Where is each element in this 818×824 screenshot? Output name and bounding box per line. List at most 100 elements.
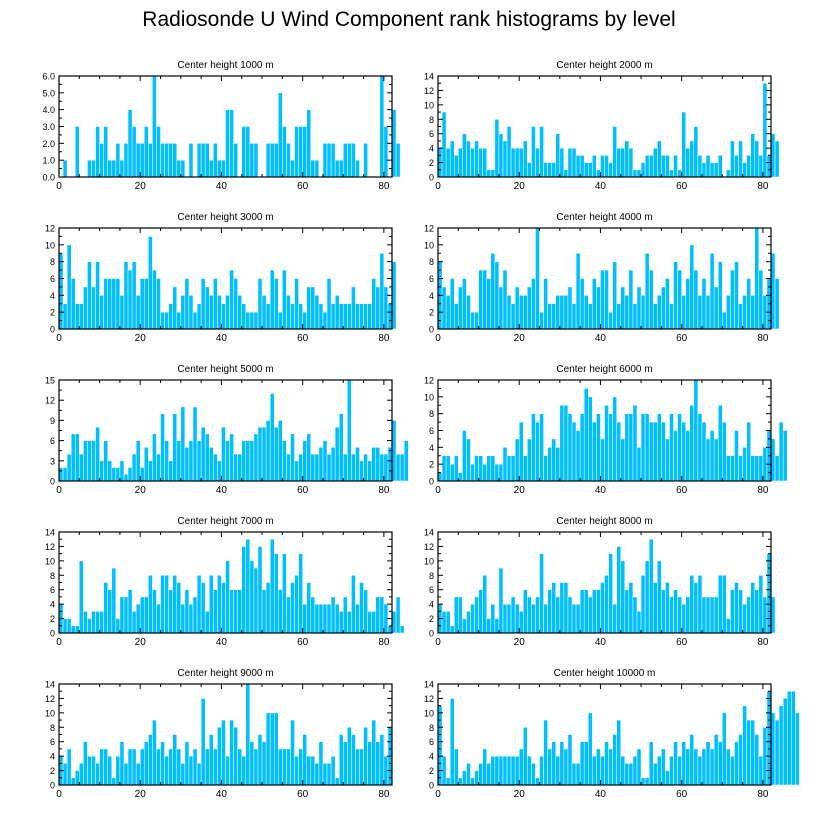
histogram-bar bbox=[269, 712, 275, 786]
histogram-bar bbox=[318, 603, 324, 634]
histogram-bar bbox=[334, 777, 340, 786]
histogram-bar bbox=[363, 727, 368, 786]
histogram-bar bbox=[575, 430, 581, 482]
histogram-bar bbox=[632, 405, 638, 482]
histogram-bar bbox=[555, 755, 561, 786]
histogram-bar bbox=[665, 438, 670, 482]
histogram-bar bbox=[453, 748, 459, 786]
histogram-bar bbox=[754, 734, 760, 786]
histogram-bar bbox=[742, 295, 747, 330]
histogram-bar bbox=[399, 453, 405, 482]
histogram-bar bbox=[697, 155, 703, 178]
histogram-bar bbox=[253, 143, 259, 178]
histogram-bar bbox=[559, 295, 565, 330]
histogram-bar bbox=[563, 582, 569, 634]
histogram-bar bbox=[359, 460, 364, 482]
histogram-bar bbox=[750, 455, 756, 482]
histogram-bar bbox=[449, 625, 455, 634]
x-tick-label: 0 bbox=[56, 181, 62, 192]
histogram-bar bbox=[188, 143, 194, 178]
histogram-bar bbox=[592, 589, 597, 634]
histogram-bar bbox=[608, 748, 613, 786]
histogram-bar bbox=[441, 455, 447, 482]
histogram-bar bbox=[681, 741, 686, 786]
histogram-bar bbox=[144, 278, 149, 330]
panel-title: Center height 3000 m bbox=[177, 212, 273, 223]
histogram-bar bbox=[713, 734, 719, 786]
histogram-bar bbox=[490, 169, 496, 178]
histogram-bar bbox=[351, 453, 356, 482]
histogram-bar bbox=[221, 582, 226, 634]
histogram-bar bbox=[531, 413, 536, 482]
histogram-bar bbox=[95, 261, 100, 330]
histogram-bar bbox=[596, 169, 601, 178]
histogram-bar bbox=[632, 169, 638, 178]
histogram-bar bbox=[514, 603, 520, 634]
histogram-bar bbox=[192, 748, 198, 786]
histogram-bar bbox=[742, 603, 747, 634]
histogram-bar bbox=[318, 303, 324, 330]
histogram-bar bbox=[539, 126, 544, 178]
histogram-bar bbox=[669, 413, 674, 482]
histogram-bar bbox=[115, 278, 121, 330]
histogram-bar bbox=[474, 770, 479, 786]
histogram-bar bbox=[453, 155, 459, 178]
histogram-bar bbox=[355, 603, 360, 634]
histogram-bar bbox=[62, 467, 68, 482]
histogram-bar bbox=[326, 763, 332, 786]
histogram-bar bbox=[730, 269, 735, 330]
histogram-bar bbox=[523, 455, 528, 482]
histogram-bar bbox=[286, 143, 291, 178]
histogram-bar bbox=[245, 126, 251, 178]
histogram-bar bbox=[523, 140, 528, 178]
histogram-bar bbox=[535, 421, 540, 482]
histogram-bar bbox=[334, 603, 340, 634]
histogram-bar bbox=[722, 421, 727, 482]
y-tick-label: 6 bbox=[50, 274, 55, 284]
histogram-bar bbox=[640, 777, 646, 786]
histogram-bar bbox=[363, 589, 368, 634]
histogram-bar bbox=[74, 126, 80, 178]
y-tick-label: 12 bbox=[45, 396, 55, 406]
histogram-bar bbox=[403, 440, 409, 482]
x-tick-label: 60 bbox=[297, 637, 309, 648]
histogram-bar bbox=[387, 625, 393, 634]
histogram-bar bbox=[172, 413, 178, 482]
y-tick-label: 0 bbox=[50, 629, 55, 639]
histogram-bar bbox=[669, 596, 674, 634]
histogram-bar bbox=[770, 253, 776, 330]
histogram-bar bbox=[685, 430, 691, 482]
histogram-bar bbox=[502, 603, 508, 634]
histogram-bar bbox=[172, 286, 178, 330]
histogram-bar bbox=[302, 603, 307, 634]
histogram-bar bbox=[79, 763, 84, 786]
histogram-bar bbox=[665, 770, 670, 786]
histogram-bar bbox=[119, 460, 125, 482]
histogram-bar bbox=[644, 253, 650, 330]
histogram-bar bbox=[474, 140, 479, 178]
histogram-bar bbox=[269, 269, 275, 330]
x-tick-label: 80 bbox=[757, 181, 769, 192]
histogram-bar bbox=[371, 719, 377, 786]
histogram-panel-10: Center height 10000 m 0 20 40 60 80 0 2 4 6 8 10 12 1… bbox=[424, 668, 800, 800]
histogram-bar bbox=[294, 575, 299, 634]
x-tick-label: 40 bbox=[216, 789, 228, 800]
histogram-bar bbox=[567, 734, 573, 786]
histogram-bar bbox=[717, 741, 723, 786]
histogram-bar bbox=[563, 169, 569, 178]
histogram-bar bbox=[498, 133, 504, 178]
histogram-bar bbox=[738, 734, 743, 786]
histogram-bar bbox=[628, 147, 634, 178]
histogram-bar bbox=[648, 538, 654, 634]
histogram-bar bbox=[579, 155, 585, 178]
histogram-bar bbox=[176, 311, 182, 330]
histogram-bar bbox=[543, 278, 548, 330]
histogram-bar bbox=[657, 755, 662, 786]
histogram-bar bbox=[616, 719, 621, 786]
histogram-bar bbox=[355, 159, 360, 178]
histogram-bar bbox=[318, 447, 324, 482]
histogram-bar bbox=[709, 748, 715, 786]
histogram-bar bbox=[543, 603, 548, 634]
histogram-bar bbox=[669, 303, 674, 330]
y-tick-label: 4 bbox=[50, 291, 55, 301]
